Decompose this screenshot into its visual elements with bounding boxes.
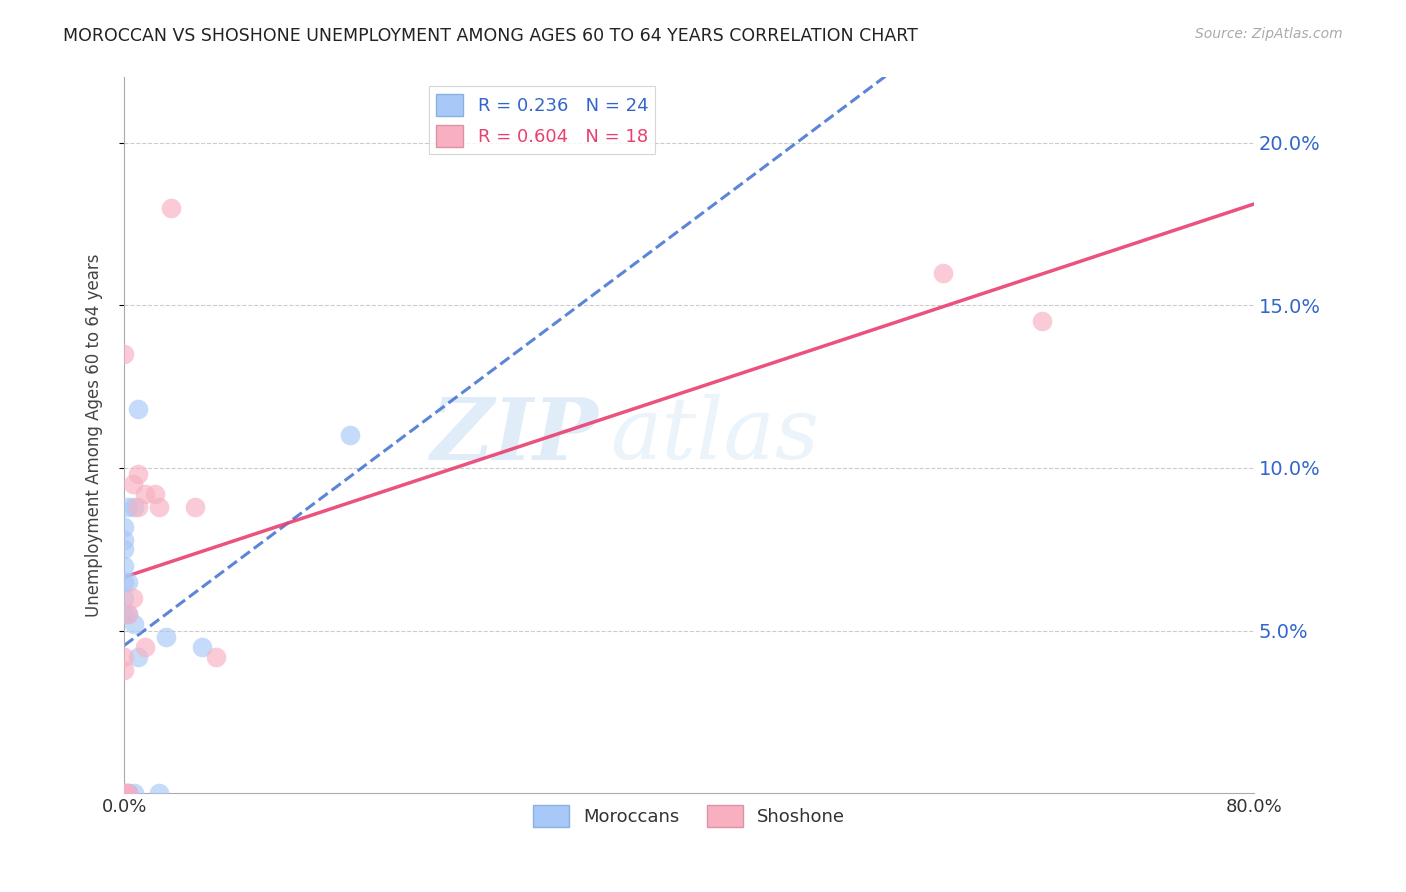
Point — [117, 786, 139, 800]
Point — [127, 467, 149, 482]
Point — [121, 591, 143, 606]
Point — [117, 500, 139, 514]
Point — [339, 428, 361, 442]
Point — [184, 500, 207, 514]
Point — [112, 607, 135, 622]
Point — [121, 477, 143, 491]
Point — [112, 519, 135, 533]
Point — [148, 500, 170, 514]
Point — [155, 630, 177, 644]
Point — [112, 649, 135, 664]
Point — [148, 786, 170, 800]
Point — [117, 607, 139, 622]
Point — [159, 201, 181, 215]
Point — [127, 649, 149, 664]
Point — [1031, 314, 1053, 328]
Point — [191, 640, 214, 654]
Point — [112, 786, 135, 800]
Point — [112, 786, 135, 800]
Text: ZIP: ZIP — [430, 393, 599, 477]
Point — [112, 558, 135, 573]
Point — [112, 574, 135, 589]
Point — [127, 402, 149, 417]
Text: Source: ZipAtlas.com: Source: ZipAtlas.com — [1195, 27, 1343, 41]
Point — [932, 266, 955, 280]
Point — [205, 649, 228, 664]
Point — [112, 786, 135, 800]
Point — [112, 786, 135, 800]
Point — [122, 617, 145, 632]
Point — [134, 640, 156, 654]
Point — [117, 574, 139, 589]
Point — [143, 487, 166, 501]
Point — [122, 786, 145, 800]
Text: MOROCCAN VS SHOSHONE UNEMPLOYMENT AMONG AGES 60 TO 64 YEARS CORRELATION CHART: MOROCCAN VS SHOSHONE UNEMPLOYMENT AMONG … — [63, 27, 918, 45]
Point — [112, 533, 135, 547]
Point — [117, 607, 139, 622]
Legend: Moroccans, Shoshone: Moroccans, Shoshone — [526, 798, 852, 834]
Point — [134, 487, 156, 501]
Point — [112, 347, 135, 361]
Point — [112, 542, 135, 557]
Point — [112, 591, 135, 606]
Text: atlas: atlas — [610, 394, 820, 476]
Y-axis label: Unemployment Among Ages 60 to 64 years: Unemployment Among Ages 60 to 64 years — [86, 253, 103, 617]
Point — [122, 500, 145, 514]
Point — [117, 786, 139, 800]
Point — [117, 786, 139, 800]
Point — [112, 663, 135, 677]
Point — [127, 500, 149, 514]
Point — [112, 786, 135, 800]
